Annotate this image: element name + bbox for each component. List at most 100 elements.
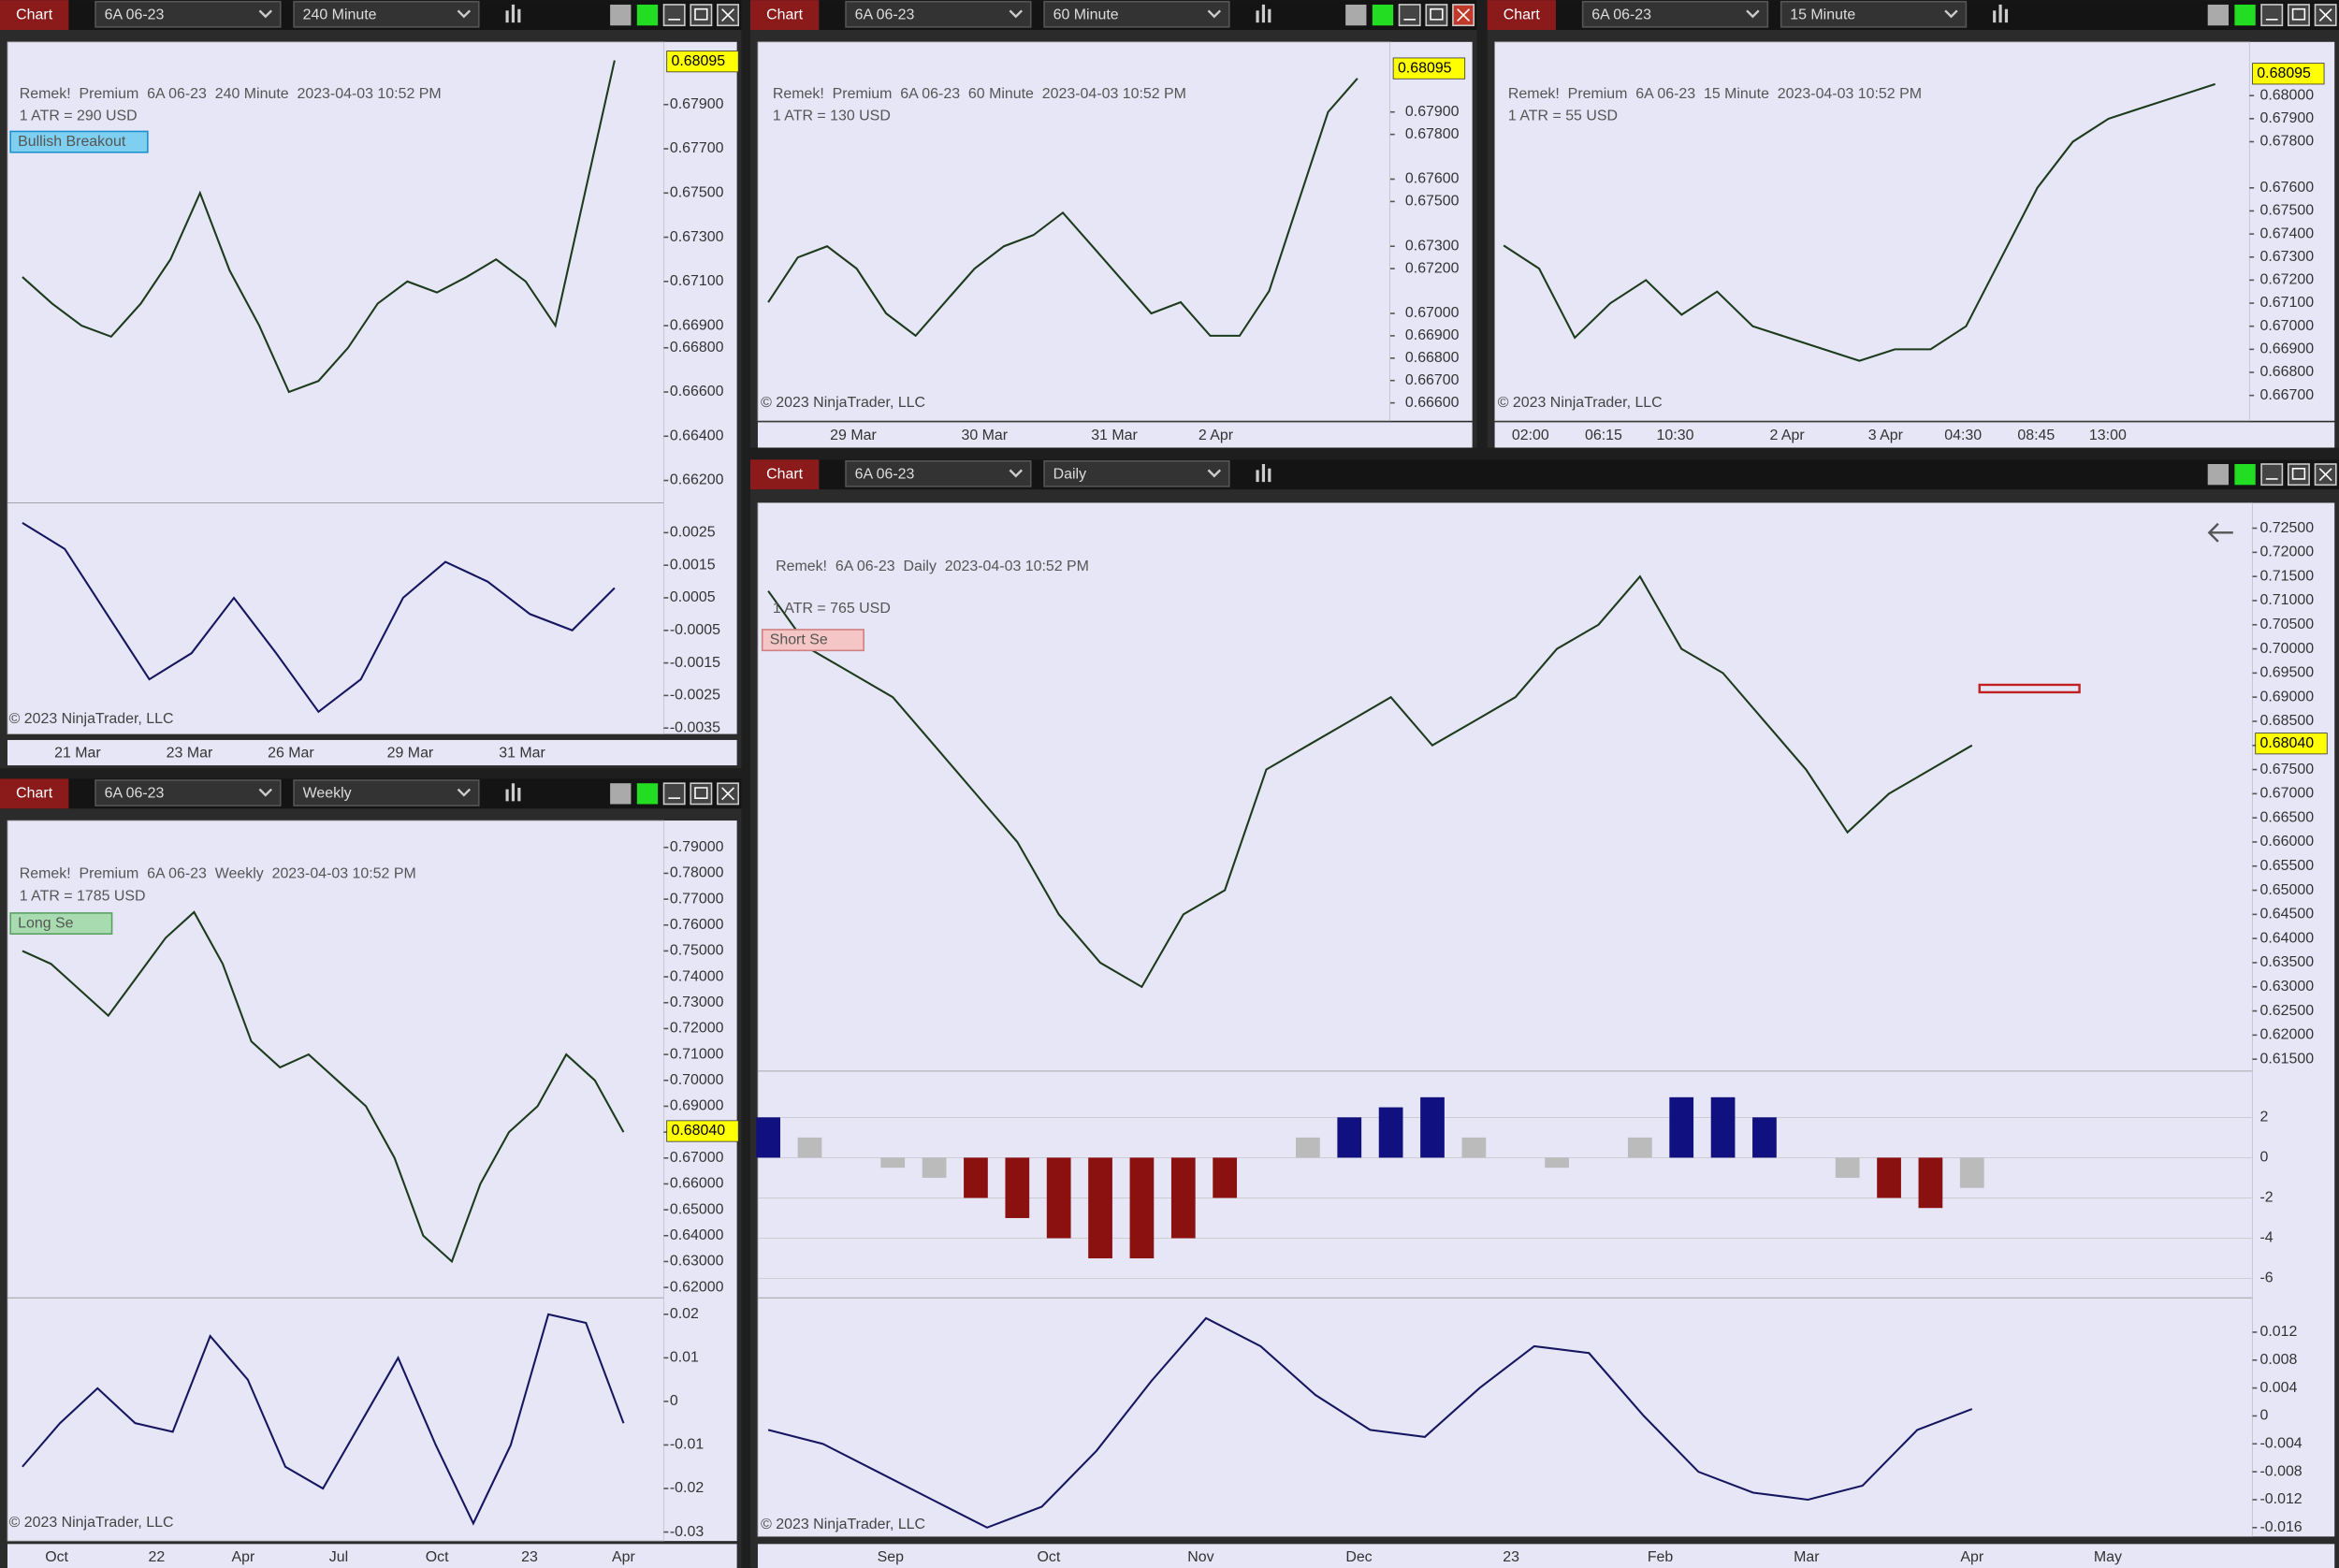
btn-maximize[interactable] [2287, 463, 2310, 486]
chart-tab[interactable] [749, 459, 820, 490]
chart-tab-label: Chart [16, 7, 53, 22]
btn-minimize[interactable] [662, 782, 686, 806]
btn-green[interactable] [2234, 4, 2256, 26]
chart-window: Chart 6A 06-23 60 Minute 0.67900 0.67800 0.67… [749, 0, 1477, 448]
price-tick-label: 0.72000 [2259, 544, 2314, 560]
macd-bar [880, 1157, 906, 1169]
price-tick-label: 0.67100 [670, 273, 724, 289]
bar-style-icon[interactable] [1256, 464, 1271, 483]
price-tick-label: 0.66600 [1405, 395, 1460, 411]
btn-minimize[interactable] [2260, 4, 2284, 27]
btn-gray[interactable] [1345, 4, 1367, 26]
signal-badge-label: Bullish Breakout [18, 134, 126, 150]
macd-bar [964, 1157, 988, 1198]
chart-tab[interactable] [0, 0, 69, 31]
dropdown-arrow [1746, 9, 1760, 19]
btn-maximize[interactable] [2287, 4, 2310, 27]
bar-style-icon[interactable] [1256, 4, 1271, 23]
time-label: Apr [1960, 1549, 1983, 1565]
price-tick-label: 0.66400 [670, 428, 724, 443]
signal-badge-label: Long Se [18, 915, 74, 931]
btn-minimize[interactable] [1398, 4, 1421, 27]
back-arrow[interactable] [2207, 522, 2233, 543]
osc-tick-label: 0.01 [670, 1350, 699, 1366]
btn-green[interactable] [2234, 464, 2256, 486]
osc-tick-label: -0.016 [2259, 1519, 2302, 1535]
osc-tick-label: -0.004 [2259, 1435, 2302, 1451]
price-tick-label: 0.76000 [670, 917, 724, 933]
time-label: 22 [149, 1549, 166, 1565]
bar-style-icon[interactable] [505, 4, 521, 23]
btn-maximize-glyph [2291, 7, 2306, 21]
time-label: 26 Mar [268, 746, 314, 762]
time-label: Feb [1648, 1549, 1674, 1565]
signal-badge-label: Short Se [770, 632, 828, 647]
price-tick-label: 0.70000 [2259, 641, 2314, 657]
price-marker [2252, 63, 2325, 85]
dropdown[interactable] [94, 779, 282, 806]
price-marker-label: 0.68095 [2257, 65, 2311, 81]
btn-gray[interactable] [610, 783, 632, 805]
dropdown[interactable] [293, 0, 480, 28]
price-marker [1392, 57, 1466, 80]
btn-maximize[interactable] [690, 782, 713, 806]
price-tick-label: 0.69000 [670, 1098, 724, 1114]
dropdown[interactable] [845, 460, 1032, 487]
macd-bar [1918, 1157, 1943, 1209]
signal-badge [9, 912, 113, 936]
price-tick-label: 0.73000 [670, 995, 724, 1010]
dropdown[interactable] [1043, 460, 1230, 487]
chart-tab[interactable] [0, 778, 69, 809]
btn-green[interactable] [1372, 4, 1394, 26]
price-tick-label: 0.66000 [670, 1176, 724, 1192]
btn-maximize[interactable] [1425, 4, 1448, 27]
macd-bar [1129, 1157, 1155, 1259]
dropdown-arrow [1207, 469, 1222, 478]
time-label: 21 Mar [54, 746, 101, 762]
osc-tick-label: 0.0025 [670, 525, 716, 541]
price-tick-label: 0.70000 [670, 1072, 724, 1088]
btn-gray[interactable] [2207, 464, 2230, 486]
btn-minimize[interactable] [662, 4, 686, 27]
price-tick-label: 0.67400 [2259, 225, 2314, 241]
price-tick-label: 0.67300 [2259, 249, 2314, 265]
price-tick-label: 0.63000 [2259, 979, 2314, 995]
btn-minimize[interactable] [2260, 463, 2284, 486]
dropdown-arrow [1009, 469, 1024, 478]
chart-tab[interactable] [1487, 0, 1556, 31]
btn-green[interactable] [636, 4, 659, 26]
dropdown[interactable] [1780, 0, 1968, 28]
macd-bar [1088, 1157, 1112, 1259]
chart-tab[interactable] [749, 0, 820, 31]
price-tick-label: 0.67500 [670, 184, 724, 200]
price-tick-label: 0.63500 [2259, 954, 2314, 970]
chart-window: Chart 6A 06-23 240 Minute 0.67900 0.67700 0.6… [0, 0, 742, 769]
btn-maximize[interactable] [690, 4, 713, 27]
btn-gray[interactable] [610, 4, 632, 26]
btn-green[interactable] [636, 783, 659, 805]
chart-header: Remek! Premium 6A 06-23 Weekly 2023-04-0… [20, 866, 416, 882]
price-tick-label: 0.71000 [2259, 592, 2314, 608]
btn-gray[interactable] [2207, 4, 2230, 26]
chart-header: Remek! Premium 6A 06-23 15 Minute 2023-0… [1508, 86, 1922, 102]
dropdown[interactable] [94, 0, 282, 28]
macd-tick-label: -6 [2259, 1270, 2273, 1286]
dropdown[interactable] [1043, 0, 1230, 28]
dropdown[interactable] [1581, 0, 1769, 28]
macd-bar [1627, 1137, 1652, 1158]
price-tick-label: 0.66900 [2259, 341, 2314, 357]
bar-style-icon[interactable] [1993, 4, 2009, 23]
price-tick-label: 0.79000 [670, 839, 724, 855]
dropdown[interactable] [845, 0, 1032, 28]
macd-bar [1213, 1157, 1238, 1198]
time-label: 23 [521, 1549, 538, 1565]
copyright: © 2023 NinjaTrader, LLC [9, 1515, 174, 1531]
dropdown-label: 6A 06-23 [105, 7, 165, 22]
bar-style-icon[interactable] [505, 783, 521, 802]
macd-bar [1296, 1137, 1320, 1158]
osc-tick-label: -0.02 [670, 1480, 704, 1496]
dropdown[interactable] [293, 779, 480, 806]
dropdown-label: 6A 06-23 [855, 7, 915, 22]
chart-header: Remek! 6A 06-23 Daily 2023-04-03 10:52 P… [776, 559, 1089, 574]
dropdown-arrow [258, 9, 273, 19]
